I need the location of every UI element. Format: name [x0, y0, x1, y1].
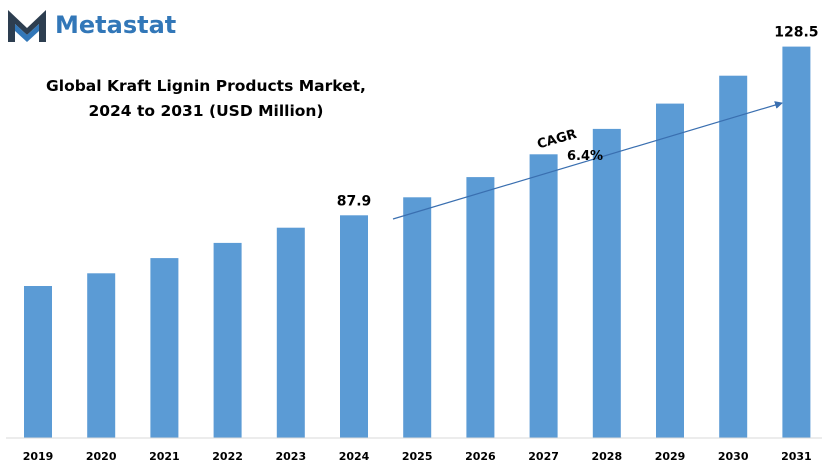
metastat-m-logo-icon: [8, 10, 46, 42]
x-axis-ticks: 2019 2020 2021 2022 2023 2024 2025 2026 2027 2028…: [23, 450, 812, 463]
x-tick-label-2025: 2025: [402, 450, 433, 463]
x-tick-label-2027: 2027: [528, 450, 559, 463]
bar-2019: [24, 286, 52, 438]
cagr-trend-arrow: [392, 101, 783, 220]
brand-name: Metastat: [55, 11, 176, 39]
data-label-2024: 87.9: [337, 193, 372, 209]
x-tick-label-2026: 2026: [465, 450, 496, 463]
bar-2024: [340, 215, 368, 438]
x-tick-label-2031: 2031: [781, 450, 812, 463]
data-label-2031: 128.5: [774, 25, 818, 41]
x-tick-label-2023: 2023: [275, 450, 306, 463]
x-tick-label-2022: 2022: [212, 450, 243, 463]
bar-2026: [466, 177, 495, 438]
bar-series: [24, 46, 811, 439]
bar-2029: [656, 103, 684, 438]
bar-2027: [529, 154, 558, 439]
data-labels: 87.9 128.5: [337, 25, 819, 210]
x-tick-label-2024: 2024: [339, 450, 370, 463]
bar-2031: [782, 46, 811, 438]
x-tick-label-2019: 2019: [23, 450, 54, 463]
bar-2021: [150, 258, 179, 438]
bar-2022: [213, 242, 242, 438]
cagr-value: 6.4%: [567, 149, 603, 164]
bar-2025: [403, 197, 432, 438]
x-tick-label-2028: 2028: [591, 450, 622, 463]
bar-2020: [87, 273, 116, 438]
brand-logo: Metastat: [8, 10, 176, 42]
x-tick-label-2020: 2020: [86, 450, 117, 463]
chart-title-line2: 2024 to 2031 (USD Million): [88, 102, 323, 120]
bar-2028: [592, 128, 621, 438]
x-tick-label-2030: 2030: [718, 450, 749, 463]
bar-2030: [719, 75, 748, 438]
x-tick-label-2029: 2029: [655, 450, 686, 463]
bar-2023: [276, 227, 305, 438]
x-tick-label-2021: 2021: [149, 450, 180, 463]
chart-title-line1: Global Kraft Lignin Products Market,: [46, 77, 366, 95]
